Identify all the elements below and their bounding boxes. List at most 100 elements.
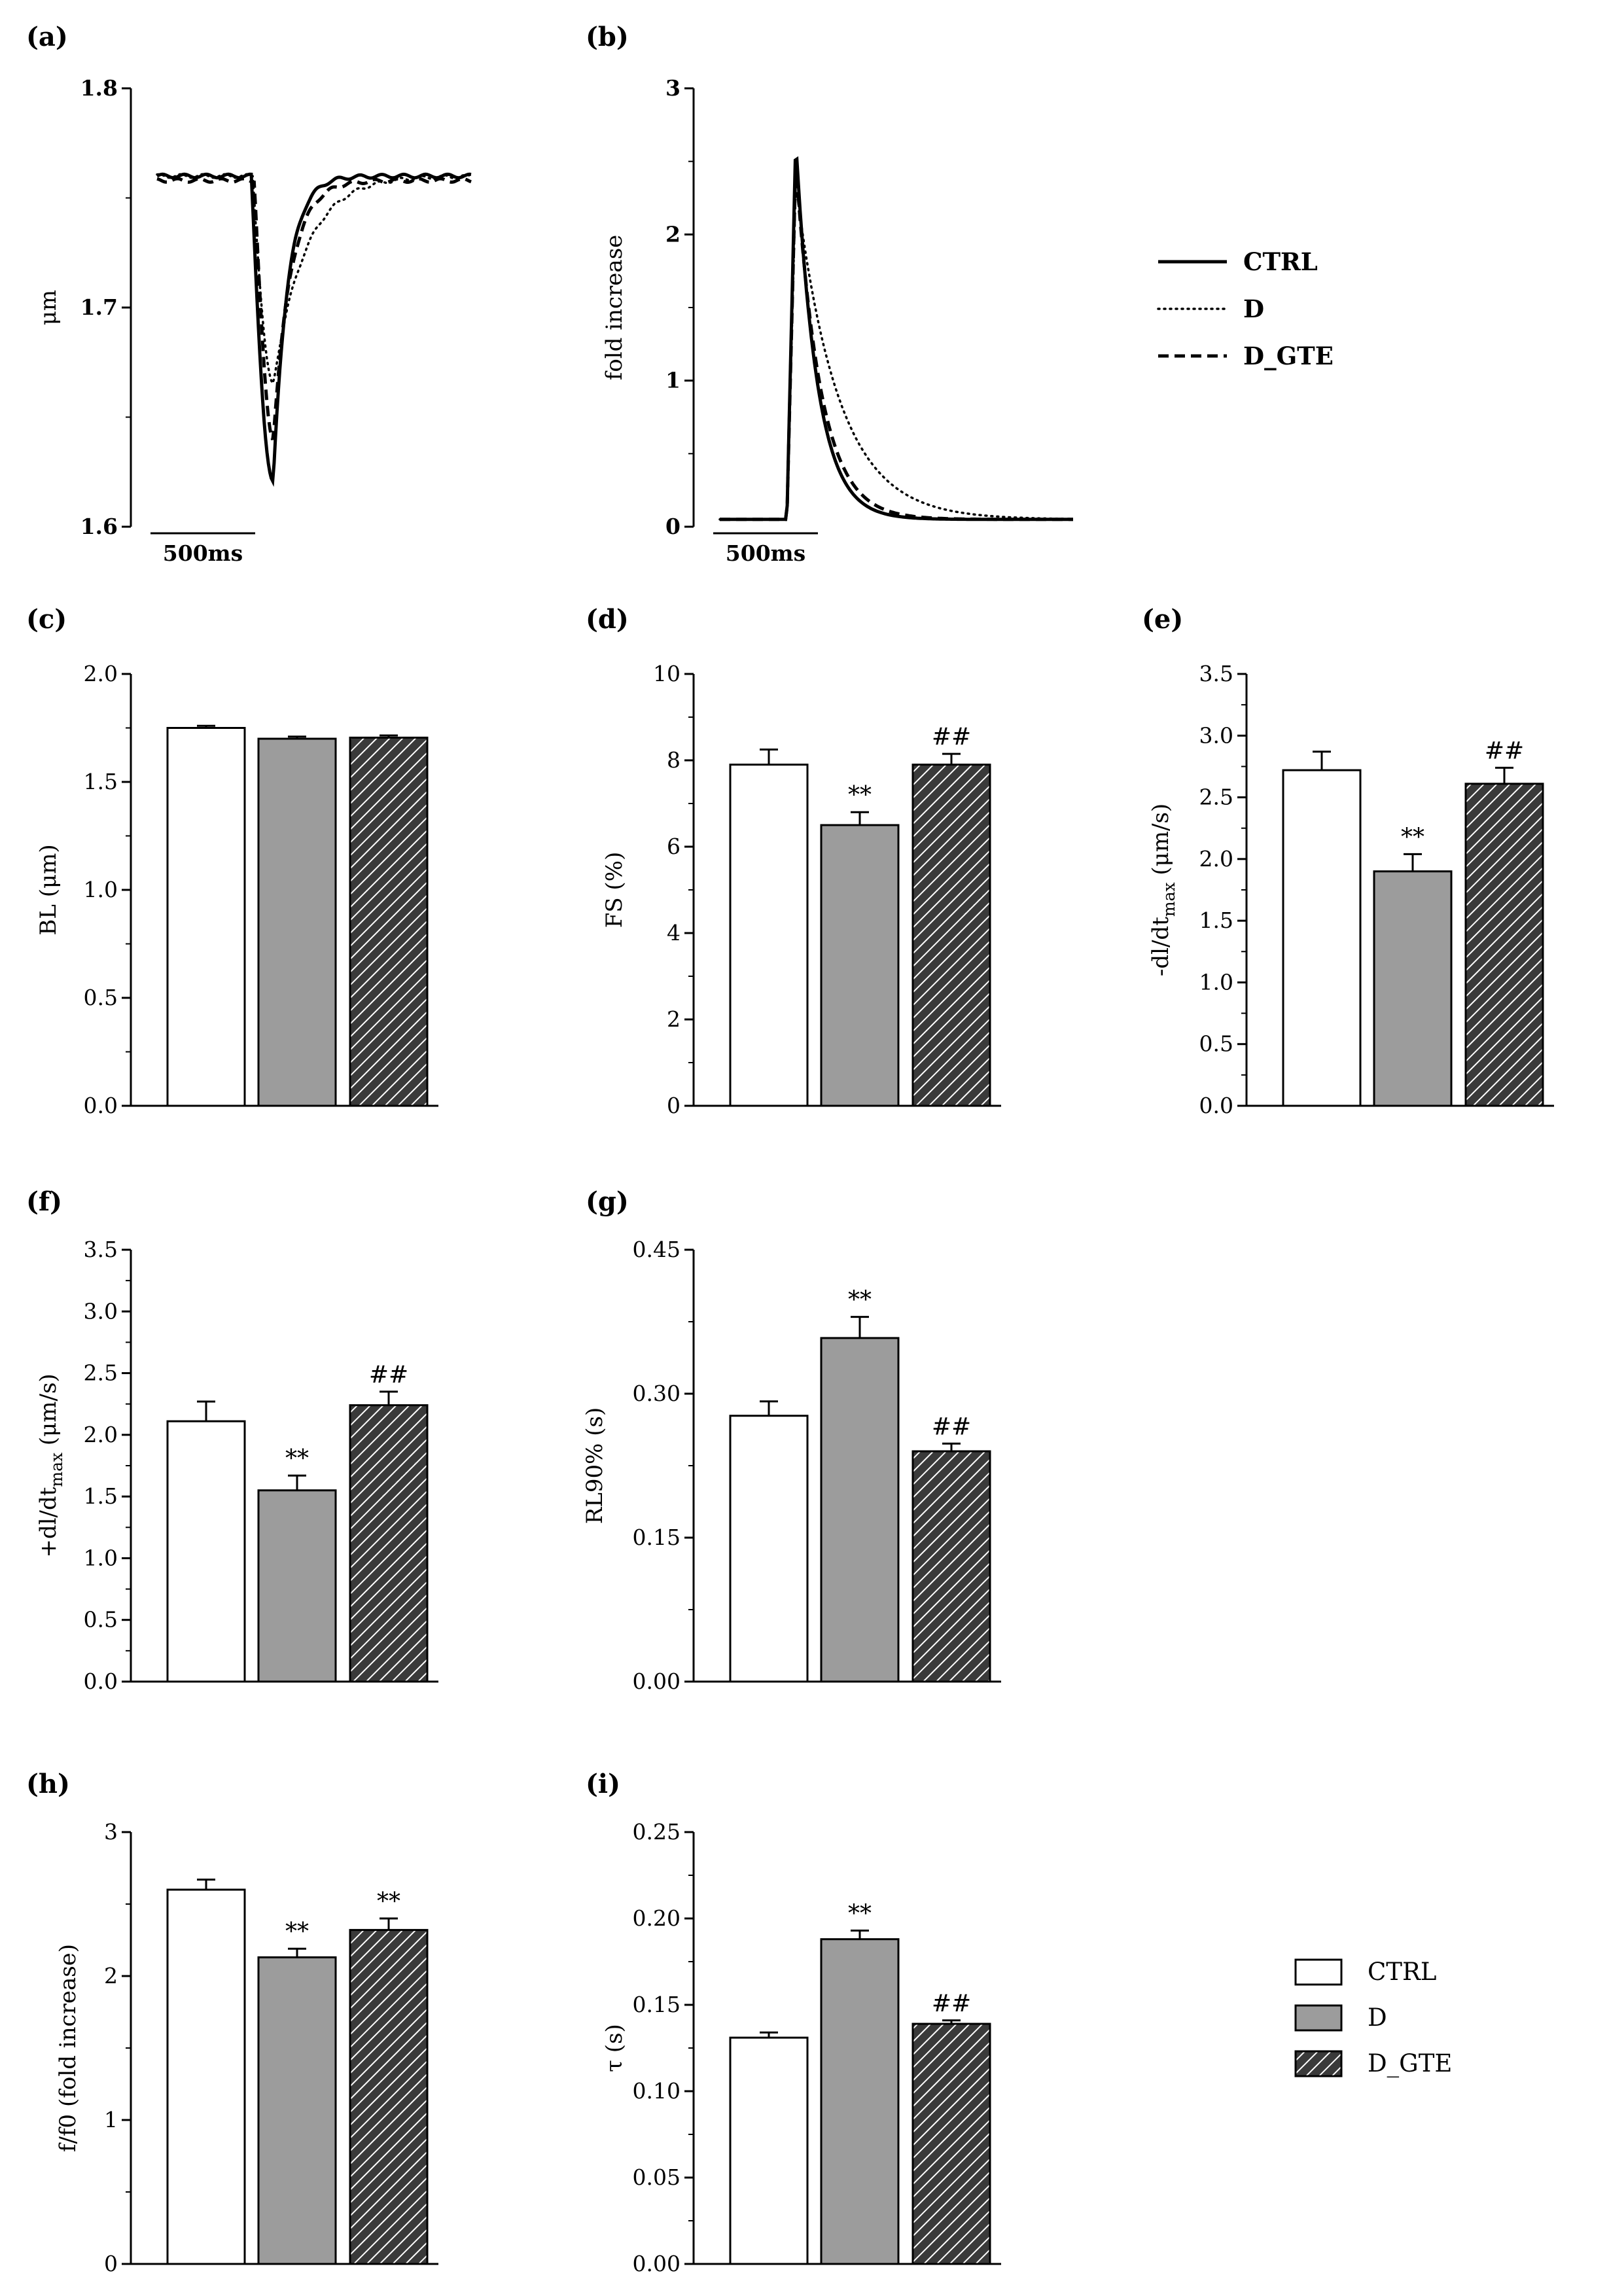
bar-ctrl <box>166 1888 246 2265</box>
y-tick-label: 3 <box>104 1819 118 1845</box>
y-tick-label: 3 <box>665 75 681 101</box>
y-tick-label: 0.0 <box>84 1669 118 1694</box>
bar-ctrl <box>1282 769 1362 1107</box>
panel-label: (a) <box>26 22 68 52</box>
bar-d <box>257 1956 337 2265</box>
bar-d_gte <box>349 736 429 1107</box>
panel-label: (b) <box>586 22 629 52</box>
y-tick-label: 1 <box>665 368 681 393</box>
bar-d_gte <box>349 1929 429 2265</box>
y-tick-label: 2.5 <box>1199 785 1233 810</box>
y-tick-label: 2.5 <box>84 1360 118 1386</box>
panel-i: (i) 0.00 0.05 0.10 0.15 0.20 0.25 τ (s) ** ## <box>586 1769 1001 2276</box>
trace-d <box>156 173 472 387</box>
legend-swatch-d_gte <box>1294 2050 1343 2077</box>
y-tick-label: 1.0 <box>1199 969 1233 995</box>
trace-d_gte <box>720 177 1073 521</box>
y-tick-label: 0.00 <box>633 1669 681 1694</box>
y-label-main: +dl/dt <box>35 1487 62 1557</box>
significance-mark: ## <box>932 724 971 751</box>
bar-d_gte <box>911 1450 991 1683</box>
bar-d <box>257 1489 337 1683</box>
panel-label: (f) <box>26 1186 62 1217</box>
significance-mark: ## <box>369 1362 408 1388</box>
bar-d_gte <box>349 1404 429 1683</box>
significance-mark: ** <box>848 782 872 809</box>
y-tick-label: 8 <box>667 747 681 773</box>
bar-ctrl <box>729 2036 809 2265</box>
y-tick-label: 0.20 <box>633 1905 681 1931</box>
panel-label: (c) <box>26 604 67 635</box>
bar-d <box>257 737 337 1107</box>
legend-label: CTRL <box>1243 247 1318 276</box>
significance-mark: ** <box>285 1918 309 1945</box>
trace-d_gte <box>156 177 472 440</box>
significance-mark: ** <box>285 1445 309 1472</box>
y-tick-label: 6 <box>667 834 681 859</box>
bar-d <box>1373 870 1453 1107</box>
bar-d <box>820 1938 900 2265</box>
y-tick-label: 0.15 <box>633 1525 681 1550</box>
y-tick-label: 0 <box>104 2251 118 2276</box>
y-tick-label: 0 <box>665 514 681 539</box>
y-axis-label: BL (μm) <box>35 844 62 935</box>
y-tick-label: 3.0 <box>1199 722 1233 748</box>
y-tick-label: 1.7 <box>80 294 118 320</box>
significance-mark: ** <box>848 1287 872 1314</box>
legend-swatch-d <box>1294 2004 1343 2032</box>
bar-d <box>820 824 900 1107</box>
y-tick-label: 4 <box>667 920 681 945</box>
panel-e: (e) 0.0 0.5 1.0 1.5 2.0 2.5 3.0 3.5 -dl/dtmax (μm… <box>1142 604 1554 1118</box>
y-axis-label: fold increase <box>601 235 628 381</box>
panel-f: (f) 0.0 0.5 1.0 1.5 2.0 2.5 3.0 3.5 +dl/dtmax (μm… <box>26 1186 438 1694</box>
y-tick-label: 3.5 <box>84 1237 118 1262</box>
significance-mark: ** <box>1401 824 1424 851</box>
y-tick-label: 1 <box>104 2107 118 2132</box>
panel-label: (g) <box>586 1186 629 1217</box>
y-tick-label: 2.0 <box>1199 846 1233 872</box>
y-tick-label: 0.00 <box>633 2251 681 2276</box>
y-label-unit: (μm/s) <box>1148 804 1174 883</box>
panel-a: (a) 1.6 1.7 1.8 μm 500ms <box>26 22 472 566</box>
y-tick-label: 3.5 <box>1199 661 1233 686</box>
scale-bar-label: 500ms <box>726 540 805 566</box>
y-tick-label: 1.8 <box>80 75 118 101</box>
legend-label: D_GTE <box>1243 342 1334 370</box>
y-axis-label: FS (%) <box>601 852 628 928</box>
y-tick-label: 2.0 <box>84 1422 118 1447</box>
panel-label: (h) <box>26 1769 70 1799</box>
bar-ctrl <box>166 727 246 1107</box>
y-tick-label: 10 <box>653 661 681 686</box>
bar-ctrl <box>729 1415 809 1683</box>
panel-d: (d) 0 2 4 6 8 10 FS (%) ** ## <box>586 604 1001 1118</box>
panel-g: (g) 0.00 0.15 0.30 0.45 RL90% (s) ** ## <box>582 1186 1001 1694</box>
y-axis-label: -dl/dtmax (μm/s) <box>1148 804 1178 976</box>
significance-mark: ** <box>848 1900 872 1927</box>
panel-b: (b) 0 1 2 3 fold increase 500ms <box>586 22 1074 566</box>
y-tick-label: 0.30 <box>633 1381 681 1406</box>
y-axis-label: μm <box>35 290 62 325</box>
bar-d_gte <box>911 764 991 1107</box>
legend-label: D <box>1368 2004 1387 2032</box>
y-tick-label: 2 <box>104 1963 118 1988</box>
panel-label: (i) <box>586 1769 620 1799</box>
trace-ctrl <box>720 156 1073 521</box>
y-axis-label: τ (s) <box>601 2024 628 2072</box>
y-axis-label: f/f0 (fold increase) <box>55 1944 81 2152</box>
significance-mark: ## <box>932 1990 971 2017</box>
significance-mark: ** <box>377 1888 400 1915</box>
bar-d_gte <box>1464 783 1544 1107</box>
legend-label: D <box>1243 294 1264 323</box>
y-tick-label: 0.15 <box>633 1992 681 2017</box>
y-tick-label: 1.5 <box>1199 908 1233 933</box>
y-tick-label: 1.5 <box>84 769 118 794</box>
y-tick-label: 0.0 <box>1199 1093 1233 1118</box>
y-tick-label: 0.45 <box>633 1237 681 1262</box>
scale-bar-label: 500ms <box>163 540 243 566</box>
panel-h: (h) 0 1 2 3 f/f0 (fold increase) ** ** <box>26 1769 438 2276</box>
y-tick-label: 2.0 <box>84 661 118 686</box>
y-label-sub: max <box>47 1453 66 1487</box>
y-tick-label: 2 <box>665 221 681 247</box>
y-label-sub: max <box>1159 882 1178 917</box>
